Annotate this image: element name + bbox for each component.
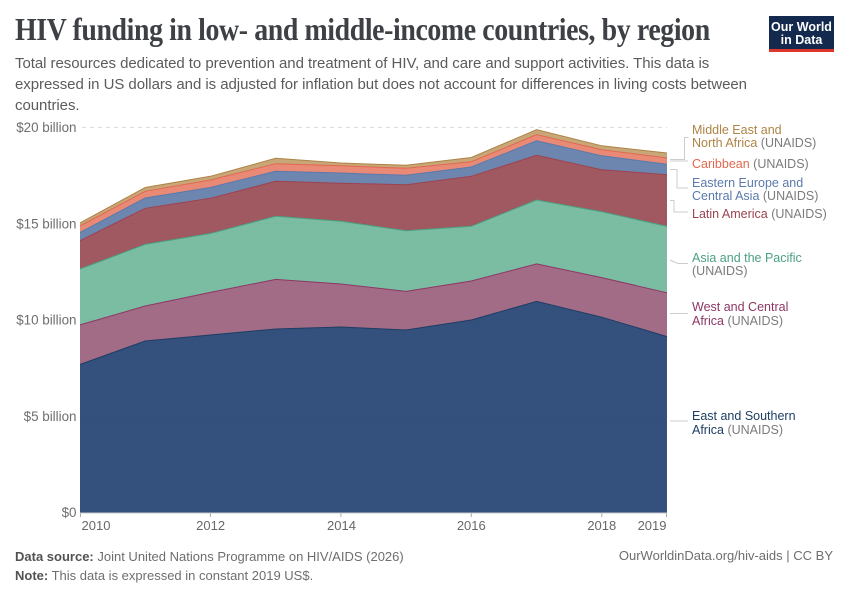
svg-text:$20 billion: $20 billion <box>16 120 76 135</box>
svg-text:2019: 2019 <box>638 518 667 533</box>
svg-text:2014: 2014 <box>327 518 356 533</box>
svg-text:$15 billion: $15 billion <box>16 216 76 231</box>
svg-text:2010: 2010 <box>82 518 111 533</box>
svg-text:2016: 2016 <box>457 518 486 533</box>
svg-text:$0: $0 <box>62 505 77 520</box>
svg-text:$10 billion: $10 billion <box>16 313 76 328</box>
svg-text:2012: 2012 <box>196 518 225 533</box>
svg-text:$5 billion: $5 billion <box>24 409 77 424</box>
svg-text:2018: 2018 <box>587 518 616 533</box>
